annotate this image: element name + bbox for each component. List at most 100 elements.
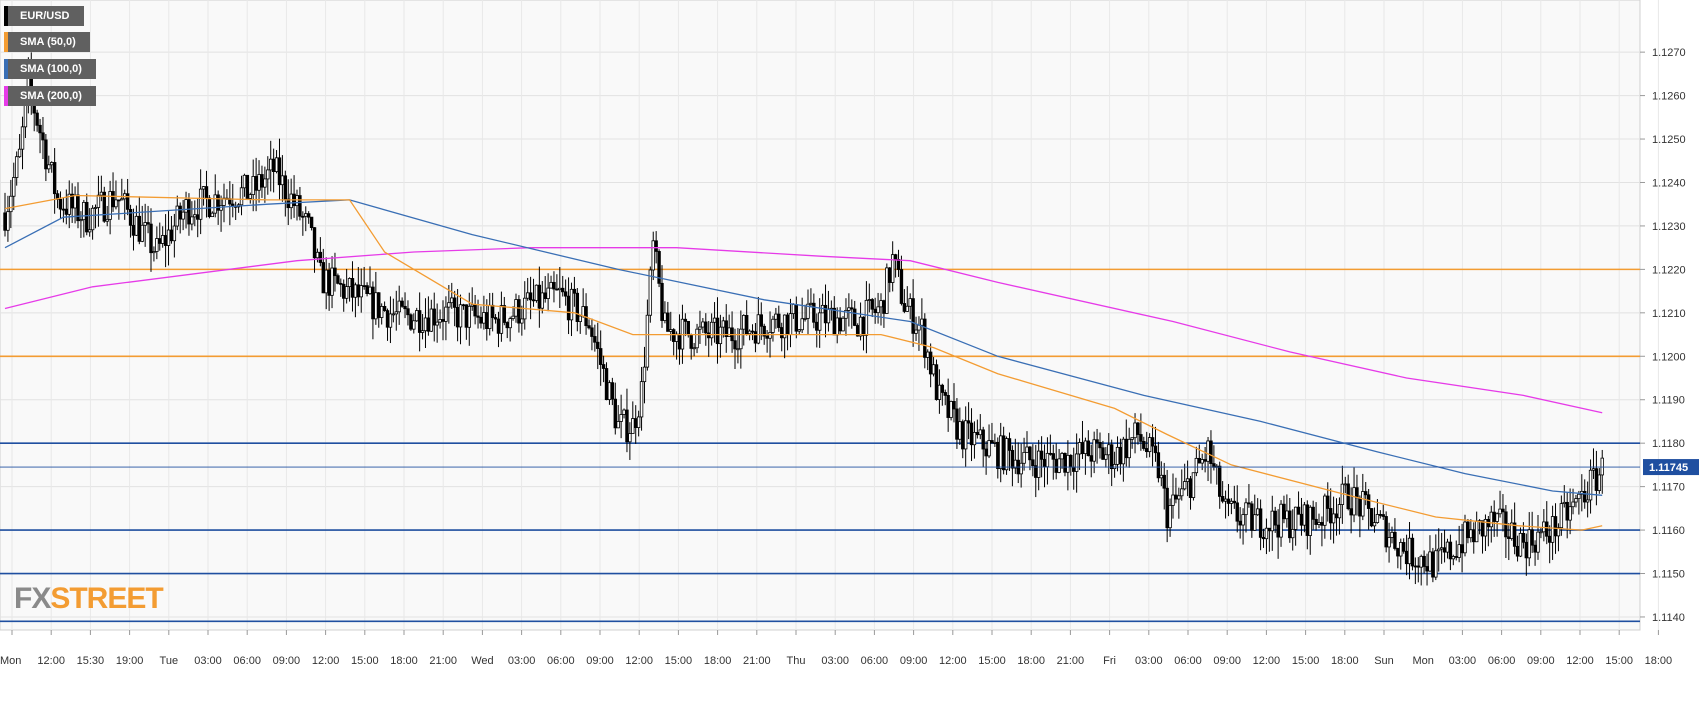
candle-body	[1539, 531, 1543, 534]
candle-body	[1045, 452, 1050, 468]
candle-body	[505, 322, 509, 329]
candle-body	[943, 392, 947, 396]
sma-50-line	[4, 194, 1603, 531]
candle-body	[371, 286, 375, 320]
candle-body	[339, 282, 343, 285]
candle-body	[785, 314, 790, 335]
x-tick-label: 21:00	[743, 655, 771, 667]
candle-body	[835, 317, 839, 336]
candle-body	[20, 126, 25, 150]
candle-body	[175, 205, 179, 227]
candle-body	[1597, 474, 1602, 491]
candle-body	[315, 251, 320, 259]
candle-body	[701, 321, 705, 328]
x-tick-label: 12:00	[1566, 655, 1594, 667]
candle-body	[619, 414, 623, 422]
candle-body	[82, 201, 86, 221]
x-tick-label: Wed	[471, 655, 493, 667]
candle-body	[473, 304, 477, 317]
candle-body	[248, 194, 252, 199]
candle-body	[1007, 438, 1012, 451]
candle-body	[493, 317, 498, 320]
candle-body	[601, 364, 606, 369]
candle-body	[838, 317, 842, 332]
candle-body	[663, 312, 667, 321]
candle-body	[1057, 458, 1061, 473]
candle-body	[467, 305, 471, 328]
x-tick-label: 18:00	[704, 655, 732, 667]
candle-body	[160, 235, 165, 244]
candle-body	[1428, 551, 1432, 572]
candle-body	[879, 300, 883, 308]
candle-body	[1323, 495, 1327, 526]
candle-body	[1451, 556, 1456, 560]
candle-body	[152, 251, 156, 254]
candle-body	[344, 286, 349, 299]
candle-body	[955, 408, 959, 440]
x-tick-label: 21:00	[1057, 655, 1085, 667]
candle-body	[885, 267, 889, 314]
candle-body	[549, 281, 553, 289]
candle-body	[931, 364, 936, 375]
candle-body	[1331, 513, 1336, 524]
candle-body	[558, 287, 562, 291]
candle-body	[1404, 550, 1409, 565]
candle-body	[87, 229, 92, 233]
candle-body	[613, 398, 617, 429]
x-tick-label: 15:30	[77, 655, 105, 667]
candle-body	[890, 254, 895, 283]
candle-body	[1171, 494, 1175, 506]
candle-body	[999, 435, 1003, 469]
candle-body	[158, 238, 162, 244]
x-tick-label: 12:00	[312, 655, 340, 667]
candle-body	[841, 317, 845, 332]
candle-body	[832, 307, 836, 336]
candle-body	[1063, 452, 1067, 473]
candle-body	[266, 169, 270, 180]
candle-body	[490, 304, 495, 318]
candle-body	[806, 303, 810, 319]
candle-body	[949, 401, 953, 418]
candle-body	[1434, 550, 1438, 578]
candle-body	[669, 329, 673, 332]
candle-body	[1439, 547, 1444, 550]
candle-body	[193, 214, 197, 218]
candle-body	[742, 314, 746, 330]
candle-body	[1460, 544, 1464, 554]
candle-body	[1591, 468, 1596, 471]
candle-body	[1565, 501, 1569, 521]
candle-body	[1001, 435, 1006, 471]
candle-body	[870, 299, 874, 310]
x-tick-label: 06:00	[1174, 655, 1202, 667]
candle-body	[1092, 439, 1096, 462]
candle-body	[1358, 497, 1362, 517]
candle-body	[1039, 450, 1044, 460]
candle-body	[1600, 457, 1604, 476]
candle-body	[598, 348, 603, 365]
candle-body	[1352, 487, 1356, 516]
candle-body	[1381, 514, 1385, 517]
candle-body	[1524, 541, 1529, 559]
candle-body	[1384, 516, 1388, 548]
candle-body	[1054, 458, 1058, 473]
candle-body	[1518, 532, 1523, 557]
candle-body	[464, 304, 469, 328]
x-tick-label: 12:00	[939, 655, 967, 667]
candle-body	[587, 325, 591, 329]
x-tick-label: Fri	[1103, 655, 1116, 667]
candle-body	[385, 310, 390, 328]
x-tick-label: 09:00	[273, 655, 301, 667]
candle-body	[102, 191, 106, 222]
candle-body	[1142, 440, 1146, 449]
candle-body	[1072, 466, 1076, 472]
candle-body	[873, 308, 877, 314]
candle-body	[251, 176, 255, 196]
candle-body	[908, 298, 912, 307]
candle-body	[400, 300, 404, 307]
candle-body	[817, 312, 822, 331]
candle-body	[777, 313, 781, 328]
candle-body	[709, 321, 714, 339]
candle-body	[1410, 537, 1415, 567]
candle-body	[1507, 536, 1511, 539]
candle-body	[546, 287, 550, 299]
